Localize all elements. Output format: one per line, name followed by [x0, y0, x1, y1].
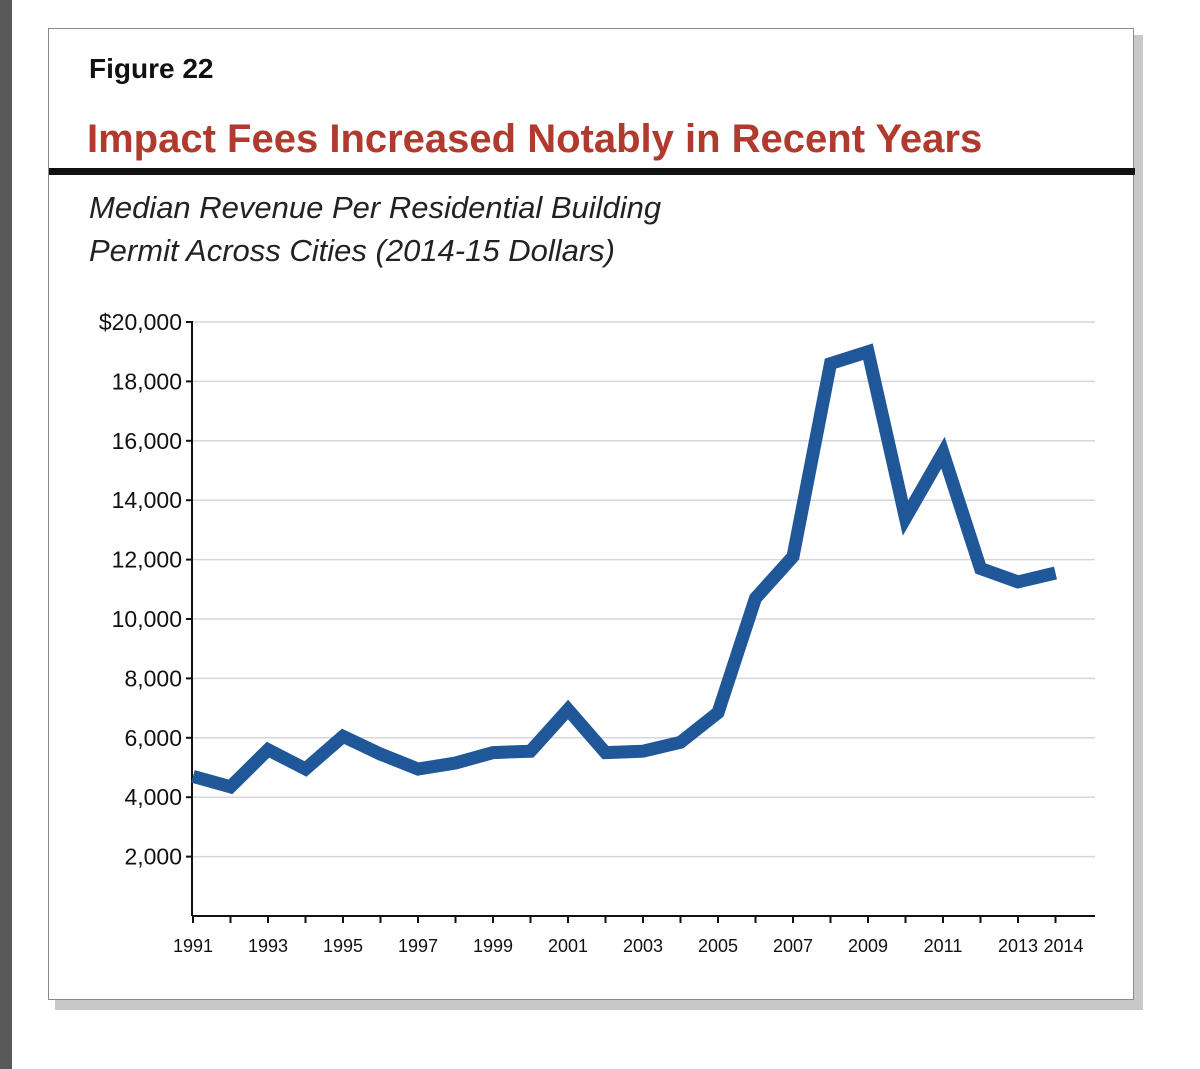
figure-title: Impact Fees Increased Notably in Recent … [87, 117, 983, 161]
x-tick-label: 2007 [773, 936, 813, 956]
subtitle-line-1: Median Revenue Per Residential Building [89, 190, 662, 225]
y-tick-label: 8,000 [124, 665, 182, 691]
x-tick-label: 1995 [323, 936, 363, 956]
x-tick-label: 1991 [173, 936, 213, 956]
y-tick-label: 2,000 [124, 844, 182, 870]
x-tick-label: 2003 [623, 936, 663, 956]
figure-panel: Figure 22 Impact Fees Increased Notably … [48, 28, 1135, 1000]
x-tick-labels: 1991 1993 1995 1997 1999 2001 2003 2005 2007 2009… [173, 936, 1084, 956]
figure-label: Figure 22 [89, 53, 214, 84]
y-tick-label: 12,000 [112, 547, 182, 573]
grid-lines [192, 321, 1095, 858]
series-line [191, 343, 1058, 795]
axes [186, 321, 1095, 923]
x-tick-label: 2014 [1043, 936, 1083, 956]
line-chart: 2,000 4,000 6,000 8,000 10,000 12,000 14,000 16… [99, 309, 1095, 956]
x-tick-label: 1993 [248, 936, 288, 956]
x-tick-label: 2011 [924, 936, 963, 956]
y-tick-label: 10,000 [112, 606, 182, 632]
y-tick-label: 18,000 [112, 368, 182, 394]
subtitle-line-2: Permit Across Cities (2014-15 Dollars) [89, 233, 616, 268]
x-tick-label: 2005 [698, 936, 738, 956]
chart-subtitle: Median Revenue Per Residential Building … [89, 186, 661, 272]
x-tick-label: 2013 [998, 936, 1038, 956]
y-tick-label: 16,000 [112, 428, 182, 454]
title-divider [49, 168, 1135, 175]
x-tick-label: 1997 [398, 936, 438, 956]
x-tick-label: 2001 [548, 936, 588, 956]
y-tick-label: $20,000 [99, 309, 182, 335]
left-edge-strip [0, 0, 12, 1069]
y-tick-label: 14,000 [112, 487, 182, 513]
y-tick-labels: 2,000 4,000 6,000 8,000 10,000 12,000 14,000 16… [99, 309, 182, 870]
series [191, 343, 1058, 795]
y-tick-label: 6,000 [124, 725, 182, 751]
x-tick-label: 2009 [848, 936, 888, 956]
x-tick-label: 1999 [473, 936, 513, 956]
y-tick-label: 4,000 [124, 784, 182, 810]
